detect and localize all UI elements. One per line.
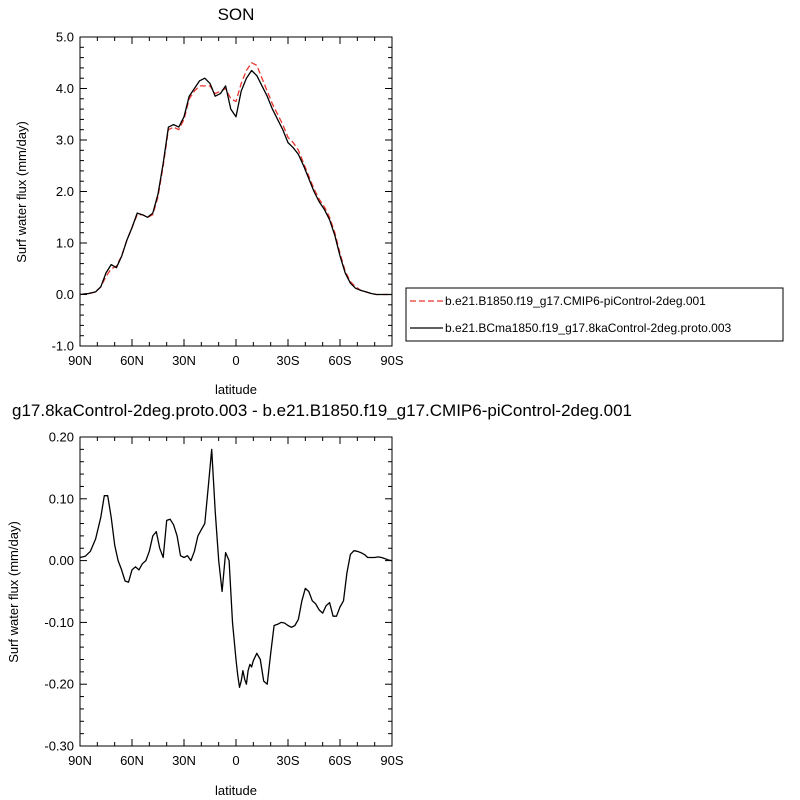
top-chart-y-tick-label: 3.0	[56, 133, 74, 148]
bottom-chart-x-tick-label: 90S	[380, 753, 403, 768]
bottom-chart-series-line-0	[79, 448, 393, 688]
bottom-chart-y-tick-label: 0.10	[49, 491, 74, 506]
top-chart-y-tick-label: 1.0	[56, 236, 74, 251]
top-chart: SON Surf water flux (mm/day) latitude 90…	[14, 5, 404, 397]
bottom-chart-y-tick-label: -0.30	[44, 739, 74, 754]
top-chart-x-axis-label: latitude	[215, 382, 257, 397]
top-chart-x-tick-label: 0	[232, 353, 239, 368]
top-chart-y-axis-label: Surf water flux (mm/day)	[14, 121, 29, 263]
bottom-chart-x-axis-label: latitude	[215, 783, 257, 798]
top-chart-plot-frame	[79, 36, 393, 347]
bottom-chart-y-tick-label: -0.10	[44, 615, 74, 630]
bottom-chart-y-tick-label: 0.00	[49, 553, 74, 568]
top-chart-y-tick-label: -1.0	[52, 339, 74, 354]
top-chart-x-tick-label: 90N	[68, 353, 92, 368]
legend-label-piControl: b.e21.B1850.f19_g17.CMIP6-piControl-2deg…	[445, 294, 706, 308]
bottom-chart-x-tick-label: 60N	[120, 753, 144, 768]
top-chart-x-tick-label: 30S	[276, 353, 299, 368]
bottom-chart-y-axis-label: Surf water flux (mm/day)	[6, 521, 21, 663]
top-chart-title: SON	[218, 5, 255, 24]
bottom-chart-x-tick-label: 0	[232, 753, 239, 768]
top-chart-series-line-0	[79, 62, 392, 296]
top-chart-x-tick-label: 90S	[380, 353, 403, 368]
bottom-chart-x-tick-label: 30S	[276, 753, 299, 768]
top-chart-series-line-1	[79, 69, 392, 296]
top-chart-x-tick-label: 30N	[172, 353, 196, 368]
top-chart-y-tick-label: 2.0	[56, 184, 74, 199]
bottom-chart-x-tick-label: 30N	[172, 753, 196, 768]
bottom-chart-x-tick-label: 60S	[328, 753, 351, 768]
legend-label-8kaControl: b.e21.BCma1850.f19_g17.8kaControl-2deg.p…	[445, 321, 732, 335]
bottom-chart: g17.8kaControl-2deg.proto.003 - b.e21.B1…	[6, 401, 632, 798]
bottom-chart-x-tick-label: 90N	[68, 753, 92, 768]
top-chart-y-tick-label: 4.0	[56, 81, 74, 96]
legend-box	[405, 287, 784, 342]
top-chart-y-tick-label: 5.0	[56, 30, 74, 45]
bottom-chart-y-tick-label: -0.20	[44, 677, 74, 692]
top-chart-x-tick-label: 60N	[120, 353, 144, 368]
legend: b.e21.B1850.f19_g17.CMIP6-piControl-2deg…	[405, 287, 784, 342]
top-chart-x-tick-label: 60S	[328, 353, 351, 368]
bottom-chart-title: g17.8kaControl-2deg.proto.003 - b.e21.B1…	[12, 401, 632, 420]
bottom-chart-y-tick-label: 0.20	[49, 430, 74, 445]
top-chart-y-tick-label: 0.0	[56, 287, 74, 302]
